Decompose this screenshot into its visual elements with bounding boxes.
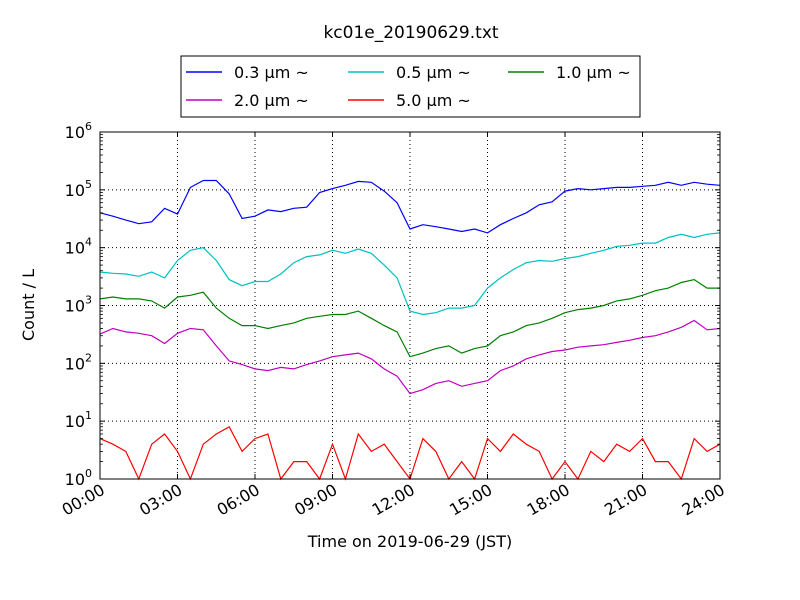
x-axis-label: Time on 2019-06-29 (JST)	[307, 532, 512, 551]
x-tick-label: 06:00	[214, 480, 263, 520]
x-tick-label: 09:00	[291, 480, 340, 520]
y-axis-label: Count / L	[19, 269, 38, 341]
y-tick-label: 103	[65, 294, 92, 316]
x-tick-label: 03:00	[136, 480, 185, 520]
chart-title: kc01e_20190629.txt	[323, 23, 498, 43]
plot-area	[99, 132, 721, 481]
y-tick-label: 105	[65, 178, 92, 200]
legend-label-1: 0.5 μm ~	[396, 63, 471, 82]
series-line-3	[99, 319, 721, 395]
x-tick-label: 15:00	[446, 480, 495, 520]
legend-label-4: 5.0 μm ~	[396, 91, 471, 110]
legend: 0.3 μm ~ 0.5 μm ~ 1.0 μm ~ 2.0 μm ~ 5.0 μm ~	[180, 55, 641, 118]
series-line-0	[99, 179, 721, 234]
legend-box	[180, 55, 641, 118]
x-tick-label: 18:00	[524, 480, 573, 520]
y-tick-label: 102	[65, 351, 92, 373]
y-tick-label: 100	[65, 467, 92, 489]
legend-label-3: 2.0 μm ~	[234, 91, 309, 110]
x-tick-label: 24:00	[679, 480, 728, 520]
legend-label-2: 1.0 μm ~	[556, 63, 631, 82]
y-tick-label: 106	[65, 120, 92, 142]
series-line-1	[99, 232, 721, 316]
y-tick-label: 101	[65, 409, 92, 431]
y-tick-label: 104	[65, 236, 92, 258]
series-line-2	[99, 278, 720, 358]
axes: 00:00 03:00 06:00 09:00 12:00 15:00 18:00 21:00…	[59, 120, 728, 520]
legend-label-0: 0.3 μm ~	[234, 63, 309, 82]
x-tick-label: 21:00	[601, 480, 650, 520]
x-tick-label: 12:00	[369, 480, 418, 520]
